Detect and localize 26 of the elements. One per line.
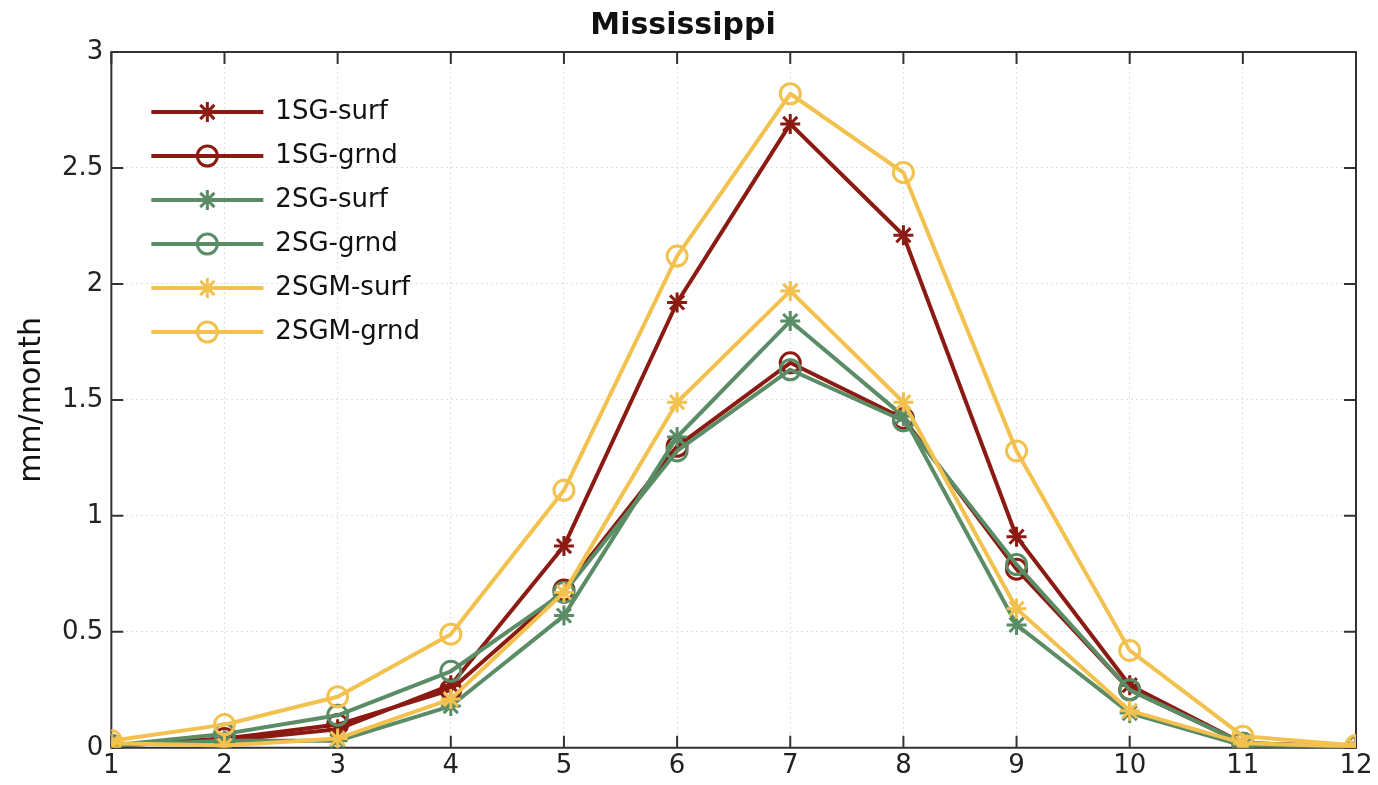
x-tick-label: 11 <box>1226 749 1260 780</box>
y-axis-title: mm/month <box>11 316 47 483</box>
y-tick-label: 3 <box>86 34 104 65</box>
y-tick-label: 1.5 <box>61 382 104 413</box>
x-tick-label: 4 <box>442 749 460 780</box>
x-tick-label: 2 <box>216 749 233 780</box>
legend-label: 2SGM-grnd <box>275 314 421 345</box>
y-tick-label: 2.5 <box>61 150 104 181</box>
legend-label: 1SG-surf <box>275 94 389 125</box>
x-tick-label: 6 <box>668 749 686 780</box>
x-tick-label: 3 <box>329 749 346 780</box>
y-tick-label: 2 <box>86 266 104 297</box>
x-tick-label: 10 <box>1113 749 1147 780</box>
legend-label: 2SG-grnd <box>275 226 398 257</box>
legend-label: 2SGM-surf <box>275 270 412 301</box>
y-tick-label: 0 <box>86 730 104 761</box>
y-tick-label: 0.5 <box>61 614 104 645</box>
y-tick-label: 1 <box>86 498 104 529</box>
x-tick-label: 8 <box>895 749 912 780</box>
chart-title: Mississippi <box>590 5 776 41</box>
x-tick-label: 5 <box>555 749 573 780</box>
x-tick-label: 12 <box>1339 749 1373 780</box>
x-tick-label: 7 <box>781 749 799 780</box>
x-tick-label: 9 <box>1008 749 1025 780</box>
legend-label: 1SG-grnd <box>275 138 398 169</box>
legend-label: 2SG-surf <box>275 182 389 213</box>
